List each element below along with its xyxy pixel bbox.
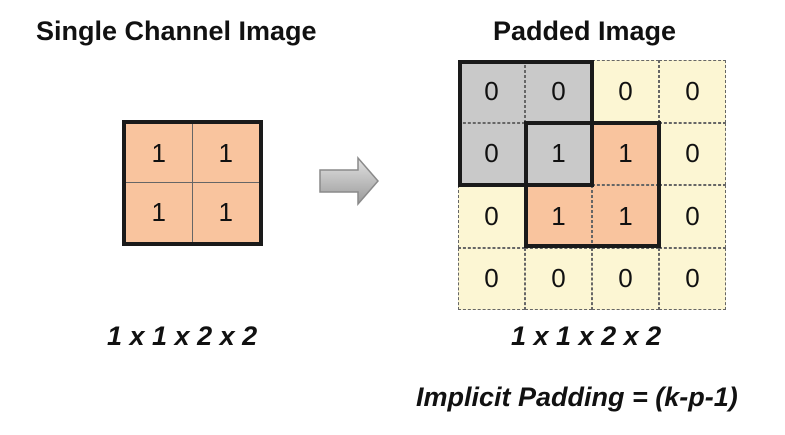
padded-cell: 0 <box>659 185 726 248</box>
padded-cell: 0 <box>458 122 525 185</box>
right-arrow-icon <box>319 156 379 206</box>
padded-cell: 0 <box>592 60 659 123</box>
padded-cell: 0 <box>659 60 726 123</box>
input-cell: 1 <box>126 124 193 183</box>
padded-cell: 1 <box>592 185 659 248</box>
padded-cell: 1 <box>592 122 659 185</box>
single-channel-grid: 1 1 1 1 <box>122 120 263 246</box>
padded-cell: 0 <box>458 247 525 310</box>
input-cell: 1 <box>126 183 193 242</box>
padded-cell: 0 <box>525 247 592 310</box>
implicit-padding-formula: Implicit Padding = (k-p-1) <box>416 382 738 412</box>
padded-cell: 0 <box>458 60 525 123</box>
padded-cell: 1 <box>525 185 592 248</box>
padded-image-dims: 1 x 1 x 2 x 2 <box>511 321 662 351</box>
padded-cell: 0 <box>659 247 726 310</box>
single-channel-title: Single Channel Image <box>36 16 317 46</box>
input-cell: 1 <box>192 183 259 242</box>
padded-cell: 0 <box>525 60 592 123</box>
padded-image-title: Padded Image <box>493 16 677 46</box>
single-channel-dims: 1 x 1 x 2 x 2 <box>107 321 258 351</box>
padded-cell: 0 <box>659 122 726 185</box>
padded-image-grid: 0 0 0 0 0 1 1 0 0 1 1 0 0 0 0 0 <box>458 60 726 310</box>
padded-cell: 0 <box>458 185 525 248</box>
padded-cell: 1 <box>525 122 592 185</box>
input-cell: 1 <box>192 124 259 183</box>
padded-cell: 0 <box>592 247 659 310</box>
